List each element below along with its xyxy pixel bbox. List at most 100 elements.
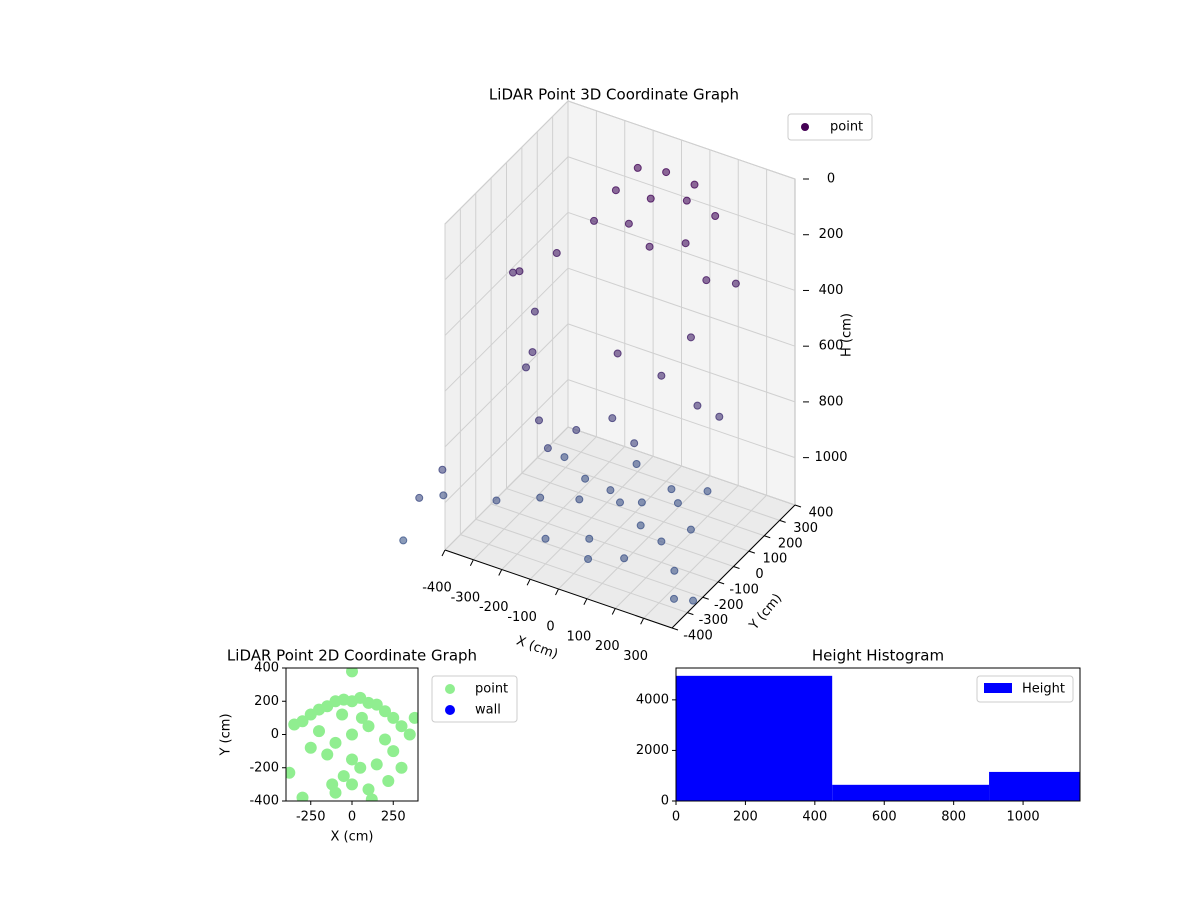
axes-frame: [675, 667, 1081, 802]
data-point: [645, 242, 654, 251]
data-point: [387, 711, 400, 724]
data-point: [633, 163, 642, 172]
legend-marker: [801, 123, 809, 131]
x-tick-label: -300: [451, 590, 481, 605]
data-point: [632, 460, 641, 469]
data-point: [370, 758, 383, 771]
data-point: [492, 496, 501, 505]
data-point: [608, 414, 617, 423]
grid-line: [567, 100, 796, 180]
grid-line: [444, 100, 569, 225]
tick-mark: [748, 550, 756, 554]
data-point: [365, 793, 378, 801]
data-point: [439, 491, 448, 500]
data-point: [415, 493, 424, 502]
data-point: [528, 348, 537, 357]
tick-mark: [702, 596, 709, 600]
data-point: [620, 554, 629, 563]
x-tick-label: 100: [566, 629, 591, 644]
bar: [676, 675, 833, 801]
data-point: [321, 748, 334, 761]
data-point: [395, 720, 408, 733]
data-point: [296, 791, 309, 801]
bar: [832, 784, 990, 801]
data-point: [575, 495, 584, 504]
data-point: [686, 525, 695, 534]
grid-line: [552, 441, 780, 521]
data-point: [379, 733, 391, 746]
x-tick-label: 200: [733, 810, 758, 825]
grid-line: [567, 426, 796, 506]
legend-label: wall: [475, 703, 501, 718]
legend-swatch: [984, 683, 1012, 693]
data-point: [326, 778, 339, 791]
data-point: [346, 778, 358, 791]
x-tick-label: -100: [507, 610, 537, 625]
x-tick-label: 250: [381, 810, 406, 825]
y-tick-label: 200: [778, 536, 803, 551]
grid-line: [567, 267, 796, 347]
y-tick-label: 200: [254, 694, 279, 709]
data-point: [304, 741, 317, 754]
data-point: [337, 770, 350, 783]
data-point: [681, 239, 690, 248]
y-tick-label: 400: [809, 506, 834, 521]
x-tick-label: 400: [802, 810, 827, 825]
data-point: [670, 594, 679, 603]
legend-box: [787, 113, 873, 141]
data-point: [370, 698, 383, 711]
data-point: [637, 498, 646, 507]
data-point: [395, 761, 408, 774]
chart-title: Height Histogram: [812, 647, 944, 665]
y-tick-label: -400: [683, 629, 713, 644]
x-tick-label: 600: [872, 810, 897, 825]
data-point: [552, 249, 561, 258]
grid-line: [444, 323, 569, 448]
data-point: [572, 426, 581, 435]
grid-line: [567, 211, 796, 291]
legend-marker: [445, 684, 455, 694]
x-tick-label: -400: [422, 581, 452, 596]
tick-mark: [779, 519, 786, 523]
x-tick-label: 200: [595, 639, 620, 654]
tick-mark: [640, 618, 645, 625]
data-point: [515, 267, 524, 276]
x-tick-label: 0: [546, 620, 554, 635]
data-point: [560, 453, 569, 462]
data-point: [682, 196, 691, 205]
tick-mark: [555, 588, 559, 596]
y-axis-label: Y (cm): [746, 591, 785, 634]
data-point: [584, 554, 593, 563]
y-tick-label: -100: [729, 582, 759, 597]
data-point: [667, 485, 676, 494]
chart-title: LiDAR Point 2D Coordinate Graph: [227, 647, 477, 665]
y-tick-label: 400: [254, 661, 279, 676]
data-point: [530, 307, 539, 316]
y-tick-label: 0: [755, 567, 763, 582]
tick-mark: [733, 566, 740, 569]
tick-mark: [717, 581, 725, 585]
tick-mark: [583, 598, 588, 605]
y-tick-label: 0: [661, 794, 669, 809]
y-tick-label: 0: [271, 727, 279, 742]
z-tick-label: 800: [819, 394, 844, 409]
data-point: [286, 766, 296, 779]
data-point: [585, 534, 594, 543]
y-tick-label: -300: [699, 613, 729, 628]
grid-line: [490, 503, 719, 583]
axis-line: [444, 549, 673, 629]
grid-line: [567, 379, 796, 459]
data-point: [673, 499, 682, 508]
data-point: [657, 371, 666, 380]
data-point: [403, 728, 416, 741]
x-axis-label: X (cm): [514, 634, 560, 663]
tick-mark: [498, 569, 503, 576]
data-point: [590, 216, 598, 225]
grid-line: [460, 534, 688, 614]
data-point: [522, 363, 530, 372]
axis-line: [671, 504, 796, 629]
data-point: [715, 412, 724, 421]
data-point: [535, 416, 543, 425]
data-point: [509, 268, 517, 277]
x-tick-label: 1000: [1007, 810, 1040, 825]
